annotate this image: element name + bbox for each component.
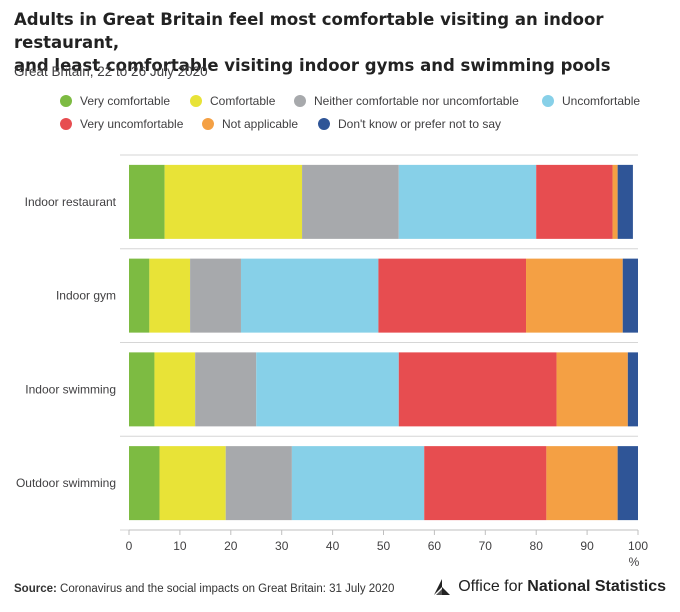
- bar-segment: [536, 164, 613, 239]
- bar-segment: [378, 258, 527, 333]
- legend-label: Don't know or prefer not to say: [338, 117, 502, 131]
- bar-segment: [612, 164, 618, 239]
- legend-item: Uncomfortable: [542, 94, 640, 108]
- bar-segment: [622, 258, 638, 333]
- chart-title: Adults in Great Britain feel most comfor…: [14, 8, 664, 77]
- bar-segment: [556, 352, 628, 427]
- category-label: Outdoor swimming: [16, 476, 116, 490]
- bar-segment: [240, 258, 379, 333]
- bar-segment: [190, 258, 241, 333]
- bar-segment: [129, 258, 150, 333]
- category-label: Indoor swimming: [25, 382, 116, 396]
- legend-swatch: [60, 95, 72, 107]
- ons-logo-icon: [434, 579, 451, 595]
- chart-title-line-1: Adults in Great Britain feel most comfor…: [14, 10, 604, 52]
- source-text: Coronavirus and the social impacts on Gr…: [60, 583, 395, 595]
- x-tick-label: 90: [580, 539, 594, 553]
- x-tick-label: 80: [530, 539, 544, 553]
- legend-swatch: [318, 118, 330, 130]
- ons-brand-bold: National Statistics: [527, 578, 666, 595]
- bar-segment: [617, 446, 638, 521]
- x-tick-label: 70: [479, 539, 493, 553]
- legend-label: Uncomfortable: [562, 94, 641, 108]
- category-label: Indoor gym: [56, 289, 116, 303]
- legend-item: Not applicable: [202, 117, 298, 131]
- bar-segment: [159, 446, 226, 521]
- legend-label: Comfortable: [210, 94, 276, 108]
- bar-segment: [617, 164, 633, 239]
- legend-item: Very uncomfortable: [60, 117, 183, 131]
- legend-item: Neither comfortable nor uncomfortable: [294, 94, 519, 108]
- bar-segment: [256, 352, 399, 427]
- bar-segment: [195, 352, 257, 427]
- legend-swatch: [542, 95, 554, 107]
- bar-segment: [129, 446, 160, 521]
- bar-segment: [398, 164, 537, 239]
- bar-segment: [546, 446, 618, 521]
- ons-brand: Office for National Statistics: [432, 577, 666, 597]
- legend-swatch: [60, 118, 72, 130]
- x-tick-label: 100: [628, 539, 648, 553]
- bar-segment: [526, 258, 623, 333]
- bar-segment: [164, 164, 303, 239]
- ons-brand-text: Office for National Statistics: [458, 578, 666, 596]
- source-label: Source:: [14, 583, 57, 595]
- x-tick-label: 0: [126, 539, 133, 553]
- legend-item: Don't know or prefer not to say: [318, 117, 501, 131]
- x-axis-label: %: [629, 555, 640, 569]
- x-tick-label: 20: [224, 539, 238, 553]
- bar-segment: [398, 352, 557, 427]
- chart-subtitle: Great Britain, 22 to 26 July 2020: [14, 64, 208, 79]
- bar-segment: [149, 258, 191, 333]
- stacked-bar-chart: Indoor restaurant Indoor gym Indoor swimmi…: [16, 154, 648, 569]
- legend-item: Comfortable: [190, 94, 275, 108]
- legend-item: Very comfortable: [60, 94, 170, 108]
- legend-label: Not applicable: [222, 117, 299, 131]
- chart-legend: Very comfortable Comfortable Neither comfo…: [14, 94, 674, 140]
- legend-swatch: [294, 95, 306, 107]
- bar-segment: [129, 352, 155, 427]
- legend-label: Neither comfortable nor uncomfortable: [314, 94, 519, 108]
- x-tick-label: 40: [326, 539, 340, 553]
- source-note: Source: Coronavirus and the social impac…: [14, 583, 394, 595]
- x-tick-label: 30: [275, 539, 289, 553]
- legend-label: Very comfortable: [80, 94, 171, 108]
- bar-segment: [424, 446, 547, 521]
- bar-segment: [154, 352, 196, 427]
- x-tick-label: 60: [428, 539, 442, 553]
- x-tick-label: 50: [377, 539, 391, 553]
- ons-brand-prefix: Office for: [458, 578, 523, 595]
- legend-swatch: [202, 118, 214, 130]
- legend-swatch: [190, 95, 202, 107]
- bar-segment: [302, 164, 399, 239]
- category-label: Indoor restaurant: [25, 195, 117, 209]
- x-tick-label: 10: [173, 539, 187, 553]
- bar-segment: [225, 446, 292, 521]
- bar-segment: [291, 446, 425, 521]
- bar-segment: [627, 352, 638, 427]
- bar-segment: [129, 164, 165, 239]
- chart-title-line-2: and least comfortable visiting indoor gy…: [14, 56, 611, 75]
- legend-label: Very uncomfortable: [80, 117, 184, 131]
